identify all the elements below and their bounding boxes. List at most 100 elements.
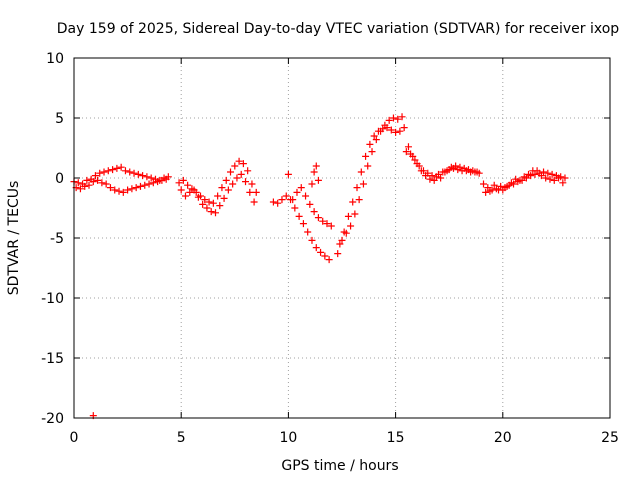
data-point bbox=[235, 157, 243, 165]
data-point bbox=[484, 184, 492, 192]
data-point bbox=[175, 179, 183, 187]
data-point bbox=[297, 184, 305, 192]
data-point bbox=[162, 175, 170, 183]
data-point bbox=[227, 168, 235, 176]
data-point bbox=[302, 192, 310, 200]
data-point bbox=[546, 175, 554, 183]
data-point bbox=[359, 180, 367, 188]
data-point bbox=[214, 192, 222, 200]
data-point bbox=[203, 204, 211, 212]
data-point bbox=[289, 196, 297, 204]
data-point bbox=[550, 176, 558, 184]
data-point bbox=[379, 125, 387, 133]
data-point bbox=[480, 180, 488, 188]
data-point bbox=[473, 168, 481, 176]
data-point bbox=[389, 114, 397, 122]
data-point bbox=[561, 174, 569, 182]
data-point bbox=[106, 184, 114, 192]
data-point bbox=[503, 182, 511, 190]
data-point bbox=[372, 136, 380, 144]
data-point bbox=[194, 193, 202, 201]
data-point bbox=[426, 175, 434, 183]
data-point bbox=[456, 163, 464, 171]
data-point bbox=[126, 168, 134, 176]
data-point bbox=[464, 166, 472, 174]
data-point bbox=[246, 188, 254, 196]
data-point bbox=[89, 178, 97, 186]
y-axis-ticks: 10 5 0 -5 -10 -15 -20 bbox=[41, 51, 610, 427]
data-point bbox=[404, 143, 412, 151]
data-point bbox=[499, 186, 507, 194]
data-point bbox=[199, 200, 207, 208]
data-point bbox=[96, 169, 104, 177]
data-point bbox=[312, 162, 320, 170]
data-point bbox=[486, 187, 494, 195]
data-point bbox=[139, 172, 147, 180]
data-point bbox=[334, 250, 342, 258]
data-point bbox=[434, 170, 442, 178]
data-point bbox=[117, 163, 125, 171]
data-point bbox=[327, 222, 335, 230]
data-point bbox=[76, 185, 84, 193]
data-point bbox=[409, 152, 417, 160]
data-point bbox=[351, 210, 359, 218]
y-tick-label: -15 bbox=[41, 351, 64, 367]
data-point bbox=[310, 208, 318, 216]
data-point bbox=[100, 168, 108, 176]
data-point bbox=[443, 167, 451, 175]
x-tick-label: 20 bbox=[494, 430, 512, 446]
x-tick-label: 10 bbox=[279, 430, 297, 446]
data-point bbox=[158, 176, 166, 184]
data-point bbox=[398, 113, 406, 121]
data-point bbox=[555, 174, 563, 182]
data-point bbox=[124, 186, 132, 194]
data-point bbox=[482, 188, 490, 196]
data-point bbox=[344, 212, 352, 220]
data-point bbox=[147, 174, 155, 182]
data-point bbox=[293, 188, 301, 196]
data-point bbox=[394, 115, 402, 123]
data-point bbox=[357, 168, 365, 176]
x-axis-ticks: 0 5 10 15 20 25 bbox=[70, 58, 619, 446]
data-point bbox=[516, 176, 524, 184]
data-point bbox=[143, 173, 151, 181]
data-point bbox=[321, 252, 329, 260]
data-point bbox=[314, 214, 322, 222]
data-point bbox=[308, 180, 316, 188]
data-point bbox=[310, 168, 318, 176]
data-point bbox=[460, 164, 468, 172]
data-point bbox=[469, 167, 477, 175]
x-axis-label: GPS time / hours bbox=[281, 458, 398, 474]
x-tick-label: 25 bbox=[601, 430, 619, 446]
data-point bbox=[224, 186, 232, 194]
data-point bbox=[385, 116, 393, 124]
x-tick-label: 0 bbox=[70, 430, 79, 446]
data-point bbox=[94, 176, 102, 184]
data-point bbox=[383, 124, 391, 132]
data-point bbox=[141, 181, 149, 189]
data-point bbox=[186, 188, 194, 196]
data-point bbox=[366, 140, 374, 148]
data-point bbox=[422, 172, 430, 180]
data-point bbox=[136, 182, 144, 190]
data-point bbox=[396, 127, 404, 135]
data-point bbox=[323, 220, 331, 228]
y-tick-label: 5 bbox=[55, 111, 64, 127]
data-point bbox=[242, 178, 250, 186]
data-point bbox=[402, 148, 410, 156]
x-tick-label: 5 bbox=[177, 430, 186, 446]
data-point bbox=[201, 196, 209, 204]
data-point bbox=[525, 170, 533, 178]
data-point bbox=[209, 199, 217, 207]
data-point bbox=[85, 181, 93, 189]
data-point bbox=[222, 176, 230, 184]
data-point bbox=[533, 167, 541, 175]
data-point bbox=[319, 217, 327, 225]
data-point bbox=[154, 178, 162, 186]
data-point bbox=[83, 176, 91, 184]
data-point bbox=[269, 198, 277, 206]
data-point bbox=[81, 182, 89, 190]
data-point bbox=[98, 179, 106, 187]
data-point bbox=[132, 184, 140, 192]
data-point bbox=[252, 188, 260, 196]
